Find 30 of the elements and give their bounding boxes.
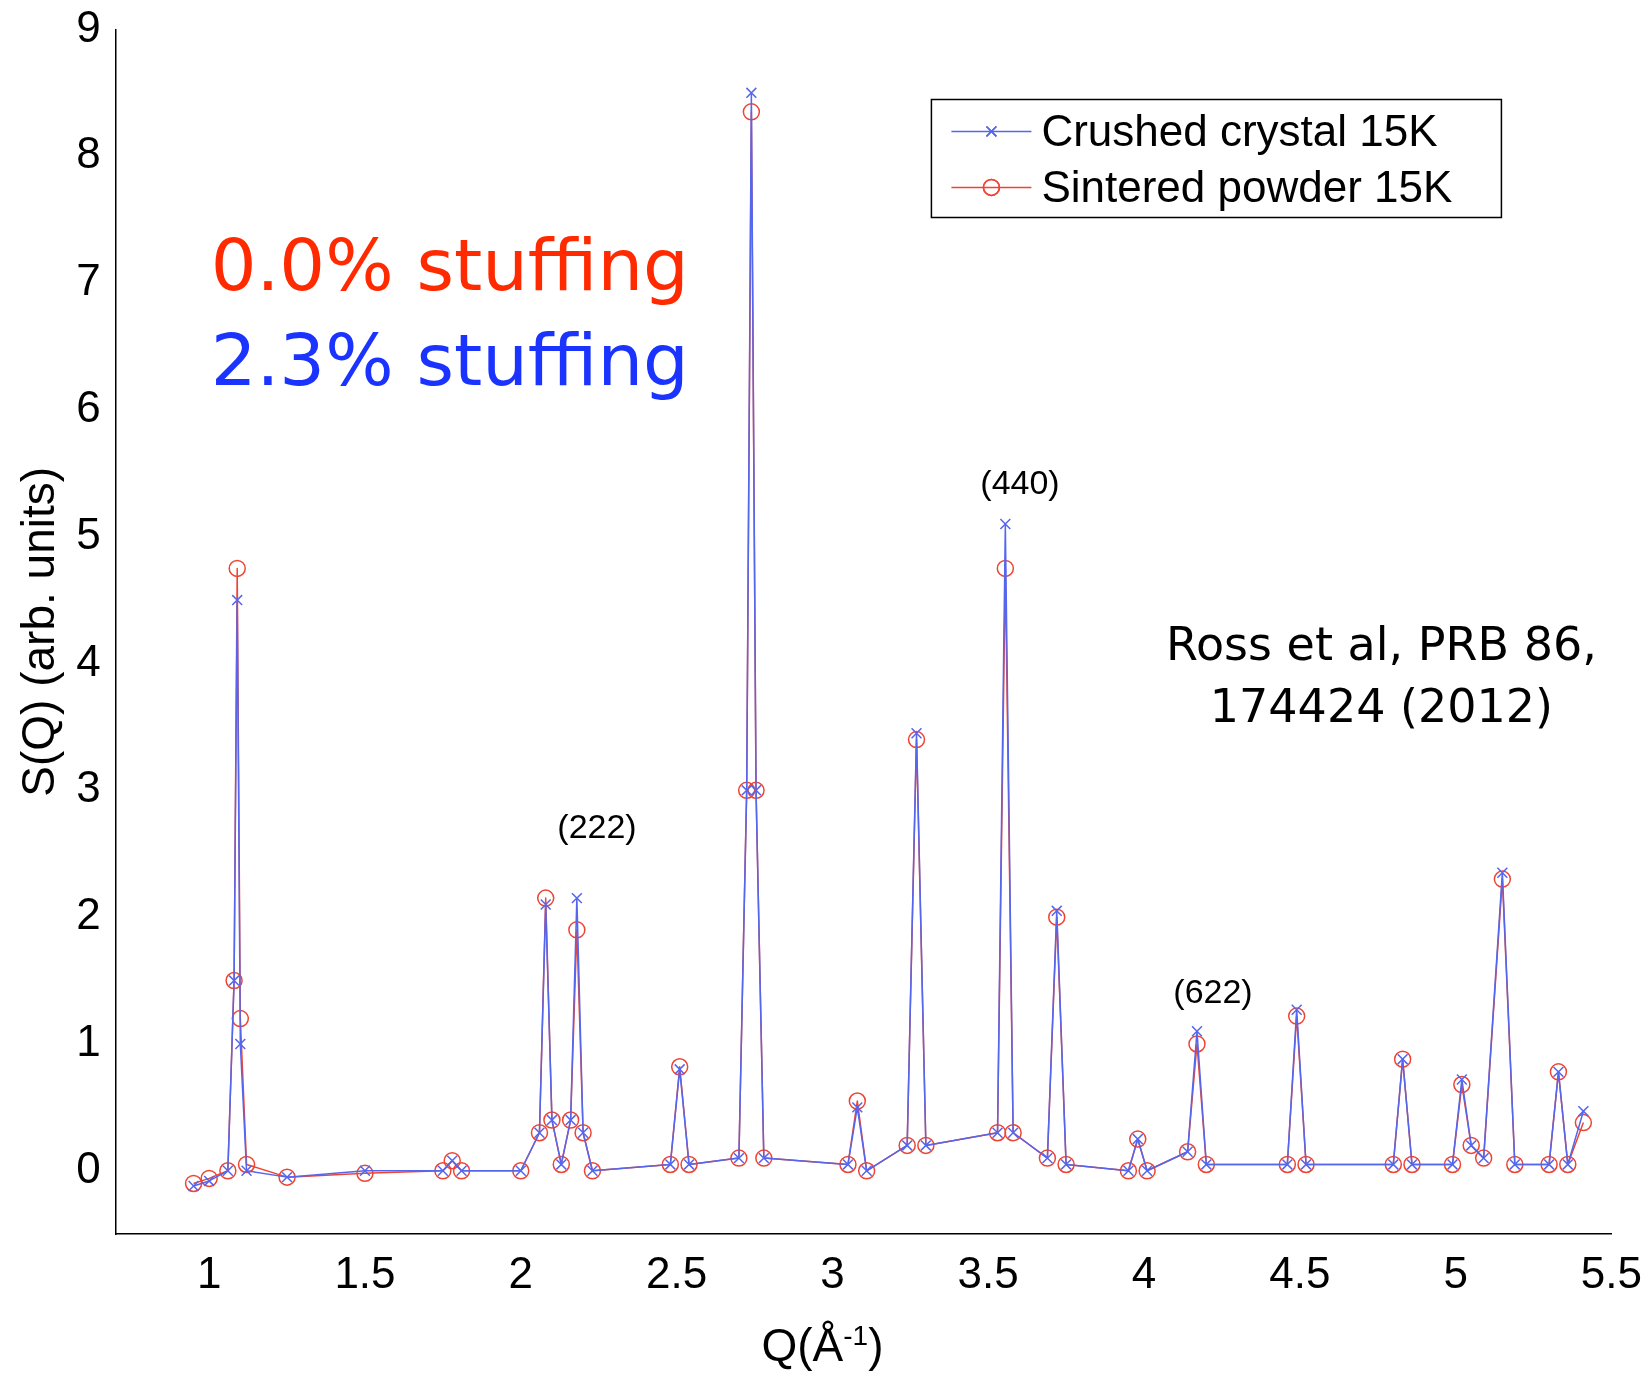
annotation: (222) [557, 807, 637, 846]
y-tick-label: 4 [76, 635, 101, 685]
y-axis-title: S(Q) (arb. units) [12, 466, 65, 797]
y-tick-label: 5 [76, 508, 101, 558]
annotation: 2.3% stuffing [210, 318, 689, 402]
y-tick-label: 9 [76, 1, 101, 51]
annotation: Ross et al, PRB 86, 174424 (2012) [1166, 617, 1597, 733]
legend-label: Crushed crystal 15K [1041, 105, 1438, 155]
x-tick-label: 1.5 [334, 1247, 396, 1297]
y-tick-label: 2 [76, 889, 101, 939]
annotation: (440) [980, 463, 1060, 502]
y-tick-label: 6 [76, 382, 101, 431]
legend-label: Sintered powder 15K [1041, 161, 1453, 211]
y-tick-label: 0 [76, 1142, 101, 1192]
y-tick-label: 7 [76, 255, 101, 305]
x-tick-label: 2.5 [645, 1247, 708, 1297]
y-tick-label: 1 [76, 1016, 101, 1066]
x-tick-label: 5.5 [1580, 1247, 1642, 1297]
x-tick-label: 5 [1443, 1247, 1468, 1297]
annotation: (622) [1173, 972, 1253, 1011]
x-axis-title: Q(Å$^{-1}$) [760, 1318, 885, 1372]
x-tick-label: 4 [1131, 1247, 1157, 1297]
x-tick-label: 3.5 [957, 1247, 1019, 1297]
x-tick-label: 4.5 [1269, 1247, 1331, 1297]
x-tick-label: 3 [820, 1247, 845, 1297]
annotation: 0.0% stuffing [210, 223, 689, 307]
x-tick-label: 1 [196, 1247, 222, 1297]
x-tick-label: 2 [508, 1247, 534, 1297]
y-tick-label: 3 [76, 762, 101, 812]
y-tick-label: 8 [76, 128, 101, 178]
